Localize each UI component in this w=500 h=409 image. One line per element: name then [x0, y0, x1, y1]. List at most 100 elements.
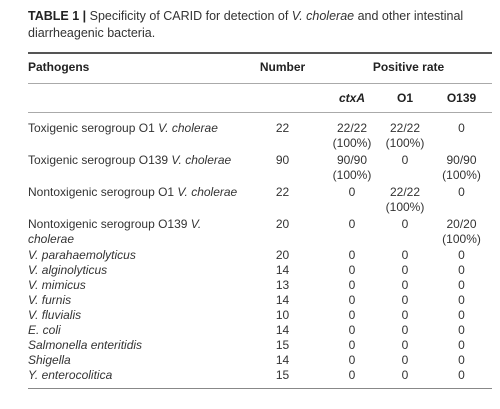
rate-cell: 0 [458, 248, 465, 262]
pathogen-italic: Salmonella enteritidis [28, 338, 143, 352]
number-cell: 90 [275, 153, 290, 167]
number-cell: 15 [275, 338, 290, 352]
caption: TABLE 1 | Specificity of CARID for detec… [28, 8, 490, 42]
pathogen-italic: Y. enterocolitica [28, 368, 113, 382]
caption-label: TABLE 1 | [28, 9, 87, 23]
header-cell: Pathogens [28, 52, 240, 84]
pathogen-text: Toxigenic serogroup O139 [28, 153, 172, 167]
rate-cell: 0 [348, 308, 356, 322]
pathogen-italic: V. furnis [28, 293, 72, 307]
pathogen-italic: V. cholerae [177, 185, 238, 199]
subheader-cell: ctxA [325, 83, 379, 113]
table-body: Toxigenic serogroup O1 V. cholerae 22 22/2… [28, 113, 493, 389]
pathogen-italic: V. mimicus [28, 278, 86, 292]
pathogen-cell: Nontoxigenic serogroup O139 V. cholerae [28, 216, 240, 248]
rate-cell: 0 [348, 278, 356, 292]
number-cell: 10 [275, 308, 290, 322]
table-row: V. mimicus 13 0 0 0 [28, 278, 492, 293]
rate-cell: 22/22 (100%) [385, 121, 425, 150]
table-row: Shigella 14 0 0 0 [28, 353, 492, 368]
pathogen-cell: Y. enterocolitica [28, 368, 240, 389]
rate-cell: 0 [458, 278, 465, 292]
caption-text: Specificity of CARID for detection of [89, 9, 292, 23]
rate-cell: 0 [458, 353, 465, 367]
table-row: Toxigenic serogroup O139 V. cholerae 90 90… [28, 152, 492, 184]
number-cell: 14 [275, 263, 290, 277]
rate-cell: 0 [458, 323, 465, 337]
caption-text: and other intestinal diarrheagenic bacte… [28, 9, 464, 40]
header-cell: Number [240, 52, 325, 84]
rate-cell: 0 [401, 278, 409, 292]
table-row: Nontoxigenic serogroup O139 V. cholerae 2… [28, 216, 492, 248]
subheader-cell: O139 [431, 83, 493, 113]
number-cell: 14 [275, 353, 290, 367]
pathogen-italic: V. cholerae [28, 217, 202, 246]
table-row: Nontoxigenic serogroup O1 V. cholerae 22 0… [28, 184, 492, 216]
number-cell: 20 [275, 248, 290, 262]
rate-cell: 0 [401, 248, 409, 262]
table-row: V. furnis 14 0 0 0 [28, 293, 492, 308]
rate-cell: 22/22 (100%) [385, 185, 425, 214]
pathogen-italic: V. fluvialis [28, 308, 82, 322]
rate-cell: 0 [348, 353, 356, 367]
number-cell: 14 [275, 323, 290, 337]
rate-cell: 0 [458, 121, 465, 135]
table-row: V. fluvialis 10 0 0 0 [28, 308, 492, 323]
rate-cell: 20/20 (100%) [442, 217, 481, 246]
rate-cell: 0 [401, 263, 409, 277]
rate-cell: 0 [348, 338, 356, 352]
pathogen-cell: Toxigenic serogroup O1 V. cholerae [28, 113, 240, 153]
rate-cell: 0 [348, 248, 356, 262]
pathogen-cell: V. mimicus [28, 278, 240, 293]
pathogen-italic: V. cholerae [171, 153, 232, 167]
pathogen-cell: V. alginolyticus [28, 263, 240, 278]
rate-cell: 90/90 (100%) [442, 153, 481, 182]
rate-cell: 0 [401, 153, 409, 167]
table-row: Toxigenic serogroup O1 V. cholerae 22 22/2… [28, 113, 492, 153]
pathogen-cell: Salmonella enteritidis [28, 338, 240, 353]
number-cell: 22 [275, 121, 290, 135]
rate-cell: 0 [348, 263, 356, 277]
rate-cell: 0 [401, 338, 409, 352]
number-cell: 20 [275, 217, 290, 231]
rate-cell: 0 [348, 185, 356, 199]
pathogen-italic: V. cholerae [158, 121, 218, 135]
rate-cell: 0 [458, 185, 465, 199]
table-row: V. parahaemolyticus 20 0 0 0 [28, 248, 492, 263]
header-cell: Positive rate [325, 52, 493, 84]
rate-cell: 0 [401, 293, 409, 307]
rate-cell: 0 [431, 368, 493, 389]
pathogen-cell: Toxigenic serogroup O139 V. cholerae [28, 152, 240, 184]
subheader-row: ctxA O1 O139 [28, 83, 493, 113]
header-row: Pathogens Number Positive rate [28, 52, 493, 84]
rate-cell: 0 [458, 338, 465, 352]
number-cell: 13 [275, 278, 290, 292]
table: Pathogens Number Positive rate ctxA O1 O… [28, 52, 493, 389]
rate-cell: 0 [401, 353, 409, 367]
pathogen-cell: V. parahaemolyticus [28, 248, 240, 263]
pathogen-cell: Nontoxigenic serogroup O1 V. cholerae [28, 184, 240, 216]
table-row: Salmonella enteritidis 15 0 0 0 [28, 338, 492, 353]
table-row: V. alginolyticus 14 0 0 0 [28, 263, 492, 278]
number-cell: 14 [275, 293, 290, 307]
table-row: Y. enterocolitica 15 0 0 0 [28, 368, 493, 389]
rate-cell: 0 [401, 323, 409, 337]
rate-cell: 22/22 (100%) [332, 121, 372, 150]
rate-cell: 0 [325, 368, 379, 389]
pathogen-italic: V. alginolyticus [28, 263, 108, 277]
pathogen-cell: V. fluvialis [28, 308, 240, 323]
rate-cell: 0 [401, 217, 409, 231]
number-cell: 15 [240, 368, 325, 389]
pathogen-cell: V. furnis [28, 293, 240, 308]
rate-cell: 0 [348, 323, 356, 337]
pathogen-cell: E. coli [28, 323, 240, 338]
pathogen-text: Nontoxigenic serogroup O1 [28, 185, 178, 199]
caption-italic: V. cholerae [291, 9, 355, 23]
rate-cell: 90/90 (100%) [332, 153, 372, 182]
subheader-cell: O1 [379, 83, 431, 113]
table-row: E. coli 14 0 0 0 [28, 323, 492, 338]
rate-cell: 0 [348, 217, 356, 231]
rate-cell: 0 [379, 368, 431, 389]
number-cell: 22 [275, 185, 290, 199]
